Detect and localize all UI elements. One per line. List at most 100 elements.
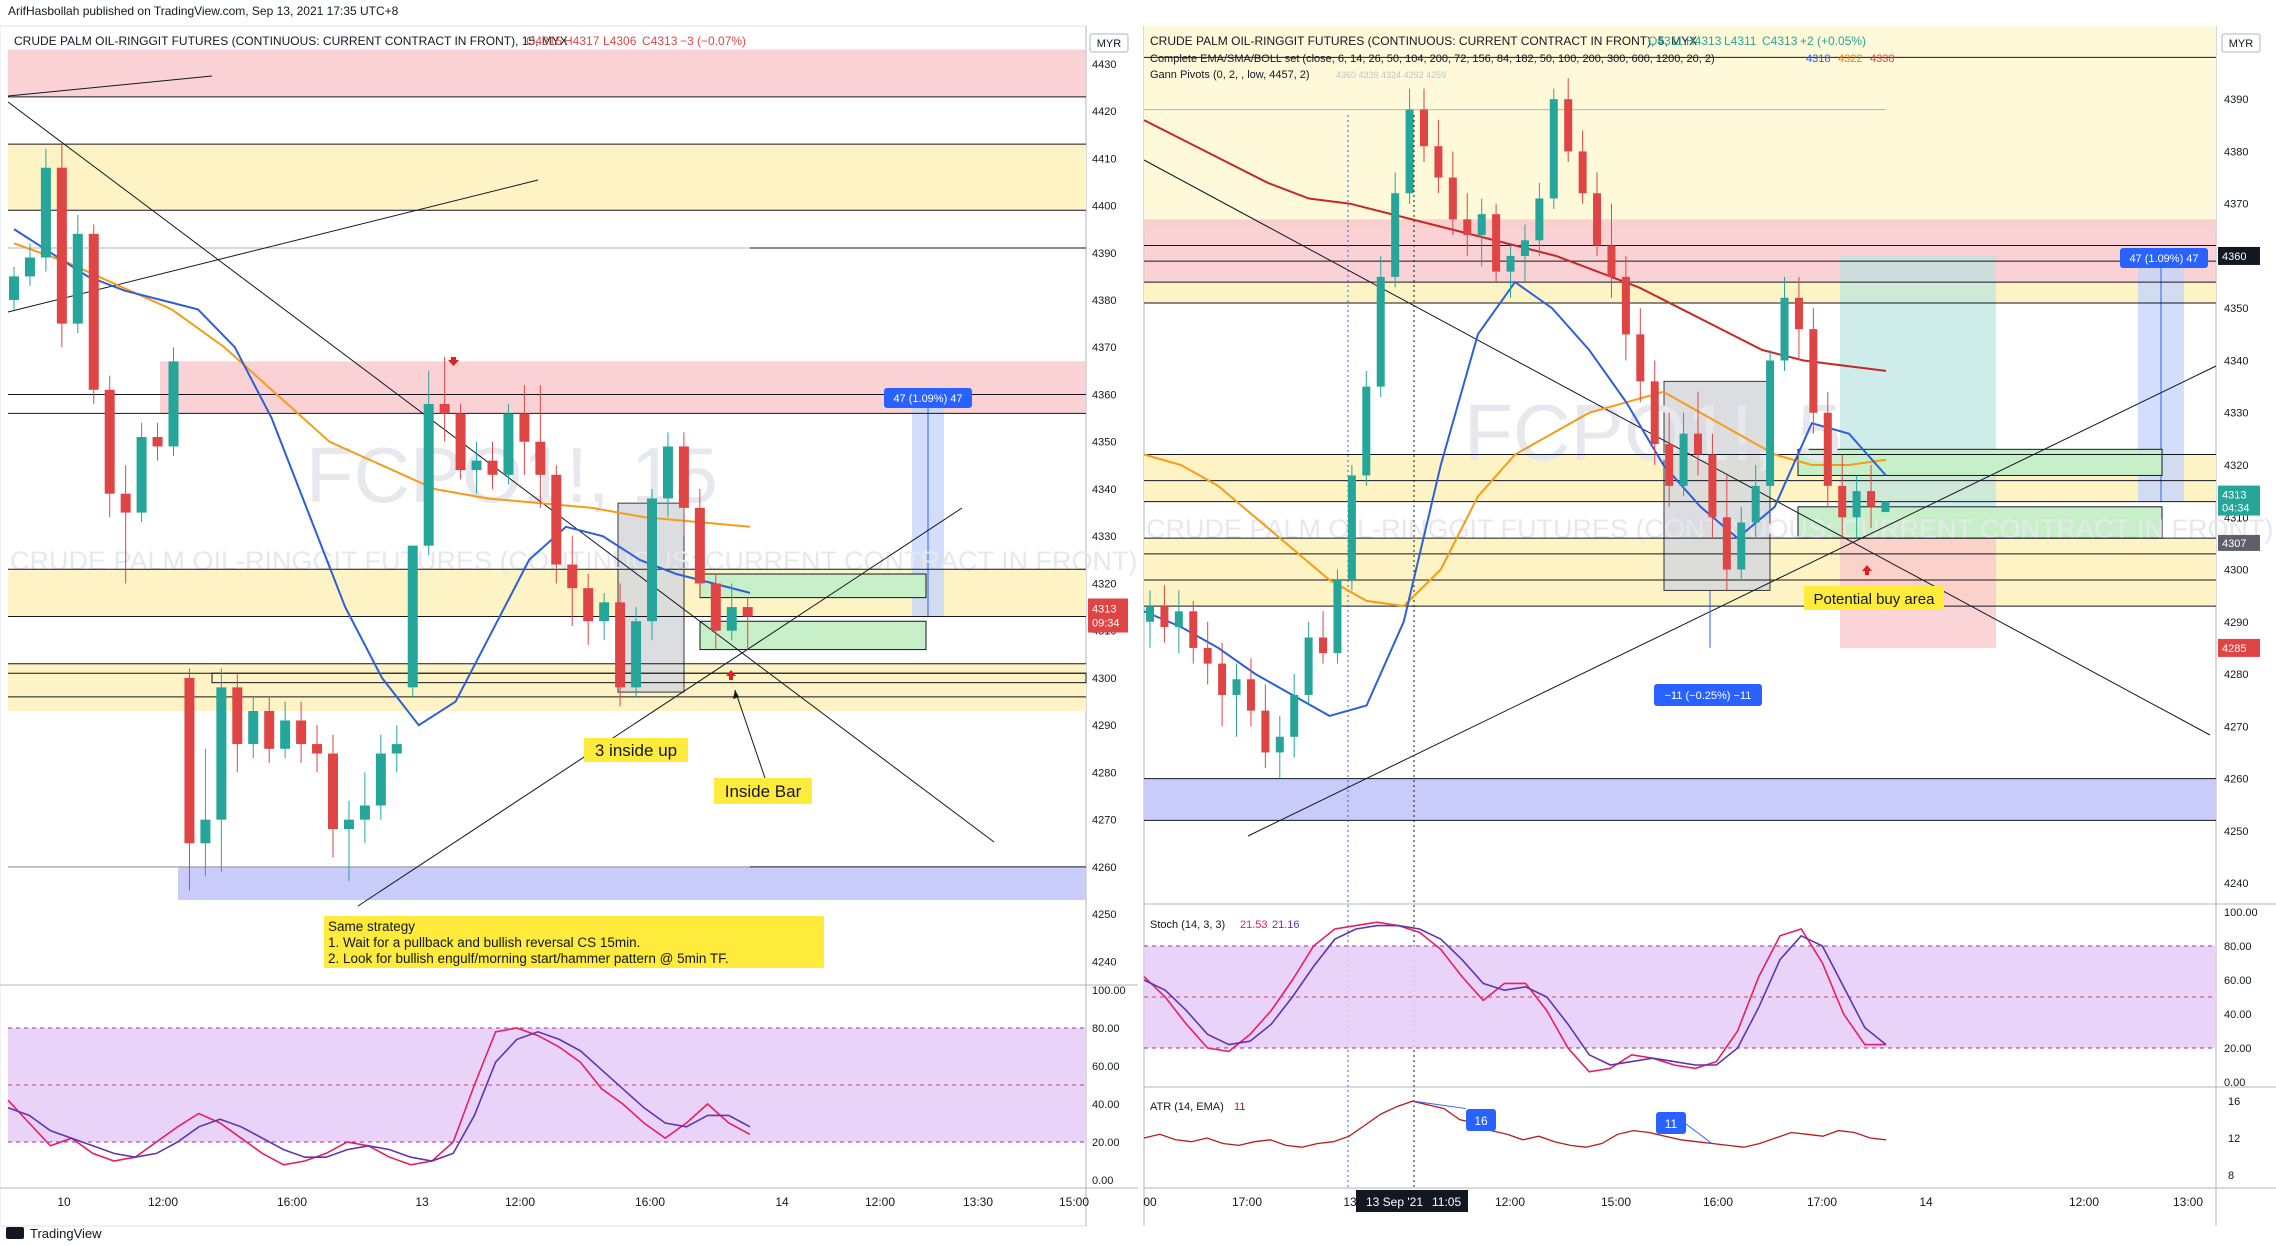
potential-buy-box bbox=[1804, 586, 1944, 610]
right-stoch-d bbox=[1143, 924, 1887, 1066]
left-stoch-tick: 60.00 bbox=[1092, 1061, 1120, 1073]
left-price-tick: 4290 bbox=[1092, 720, 1116, 732]
left-stoch-k bbox=[7, 1027, 751, 1166]
right-currency-box[interactable] bbox=[2221, 33, 2261, 53]
right-price-tick: 4340 bbox=[2224, 355, 2248, 367]
right-up-arrow-icon bbox=[1862, 565, 1872, 575]
right-measure-up-badge bbox=[2120, 248, 2208, 268]
left-price-tick: 4400 bbox=[1092, 201, 1116, 213]
left-time-tick: 15:00 bbox=[1059, 1195, 1089, 1209]
right-price-tick: 4250 bbox=[2224, 826, 2248, 838]
publisher-line: ArifHasbollah published on TradingView.c… bbox=[8, 4, 399, 18]
right-downtrend-line bbox=[1143, 159, 2211, 736]
left-candle-down bbox=[152, 437, 163, 447]
right-sma-red bbox=[1143, 119, 1887, 372]
right-supply-zone bbox=[1144, 219, 2216, 283]
right-atr-tick: 8 bbox=[2228, 1170, 2234, 1182]
right-atr-callout-1 bbox=[1413, 1100, 1467, 1110]
left-time-tick: 12:00 bbox=[865, 1195, 895, 1209]
left-candle-up bbox=[24, 257, 35, 277]
left-candle-up bbox=[280, 720, 291, 749]
left-candle-down bbox=[742, 607, 753, 617]
right-ohlc-high: H4313 bbox=[1686, 34, 1722, 48]
right-candle-up bbox=[1333, 579, 1342, 654]
right-time-tick: 13 bbox=[1343, 1195, 1357, 1209]
right-candles bbox=[1146, 78, 1890, 779]
left-candle-down bbox=[678, 446, 689, 508]
strategy-note-box bbox=[324, 916, 824, 968]
right-candle-up bbox=[1405, 109, 1414, 194]
left-stoch-tick: 0.00 bbox=[1092, 1175, 1113, 1187]
left-last-price: 4313 bbox=[1092, 604, 1116, 616]
right-candle-down bbox=[1434, 146, 1443, 178]
right-stoch-k-value: 21.53 bbox=[1240, 919, 1268, 931]
left-price-tick: 4390 bbox=[1092, 248, 1116, 260]
tradingview-logo[interactable]: TradingView bbox=[6, 1226, 102, 1241]
left-countdown: 09:34 bbox=[1092, 618, 1120, 630]
right-candle-up bbox=[1304, 637, 1313, 695]
right-buy-box-1 bbox=[1797, 448, 2163, 476]
left-stoch-tick: 100.00 bbox=[1092, 985, 1126, 997]
left-currency-box[interactable] bbox=[1089, 33, 1129, 53]
right-candle-down bbox=[1665, 444, 1674, 486]
right-atr-tick: 16 bbox=[2228, 1096, 2240, 1108]
right-candle-up bbox=[1535, 198, 1544, 241]
left-candle-down bbox=[312, 744, 323, 754]
left-buy-box-1 bbox=[699, 573, 927, 599]
indicator-gann-pivots[interactable]: Gann Pivots (0, 2, , low, 4457, 2) bbox=[1150, 69, 1310, 81]
left-yellow-zone-1 bbox=[8, 144, 1086, 211]
left-candle-up bbox=[40, 167, 51, 258]
left-price-tick: 4260 bbox=[1092, 862, 1116, 874]
right-candle-up bbox=[1290, 694, 1299, 737]
right-time-tick: 16:00 bbox=[1703, 1195, 1733, 1209]
right-candle-down bbox=[1636, 334, 1645, 382]
left-candle-down bbox=[184, 677, 195, 844]
right-candle-down bbox=[1448, 177, 1457, 220]
right-time-tick: 13:00 bbox=[2173, 1195, 2203, 1209]
right-stoch-k bbox=[1143, 921, 1886, 1073]
left-trendlines bbox=[7, 75, 1086, 907]
left-price-axis[interactable]: 4430 4420 4410 4400 4390 4380 4370 4360 4350 4340… bbox=[1088, 59, 1128, 969]
left-measure-label: 47 (1.09%) 47 bbox=[893, 393, 962, 405]
left-price-tick: 4330 bbox=[1092, 531, 1116, 543]
indicator-ema-value-1: 4318 bbox=[1806, 53, 1830, 65]
left-candle-up bbox=[216, 687, 227, 820]
right-ohlc-low: L4311 bbox=[1724, 34, 1757, 48]
right-trendlines bbox=[1143, 56, 2217, 1188]
indicator-ema-set[interactable]: Complete EMA/SMA/BOLL set (close, 6, 14,… bbox=[1150, 53, 1715, 65]
right-4307-badge bbox=[2218, 534, 2260, 551]
left-price-tick: 4270 bbox=[1092, 815, 1116, 827]
left-time-axis[interactable]: 10 12:00 16:00 13 12:00 16:00 14 12:00 13:30 15:0… bbox=[57, 1195, 1089, 1209]
right-candle-up bbox=[1232, 679, 1241, 695]
left-stoch-tick: 80.00 bbox=[1092, 1023, 1120, 1035]
right-price-axis[interactable]: 4400439043804370436043504340433043204310… bbox=[2218, 42, 2260, 890]
left-price-tick: 4320 bbox=[1092, 578, 1116, 590]
right-candle-down bbox=[1492, 214, 1501, 272]
left-candle-down bbox=[88, 233, 99, 390]
inside-bar-label: Inside Bar bbox=[725, 782, 802, 801]
left-candle-down bbox=[120, 493, 131, 513]
left-candle-up bbox=[471, 460, 482, 471]
right-candle-down bbox=[1794, 297, 1803, 330]
left-buy-box-2 bbox=[699, 620, 927, 651]
right-time-tick: 14 bbox=[1919, 1195, 1933, 1209]
left-time-tick: 12:00 bbox=[505, 1195, 535, 1209]
right-candle-up bbox=[1174, 611, 1183, 628]
right-candle-down bbox=[1160, 606, 1169, 628]
inside-bar-label-box bbox=[714, 778, 812, 804]
right-candle-up bbox=[1347, 475, 1356, 580]
tradingview-logo-icon bbox=[6, 1227, 24, 1239]
left-time-tick: 16:00 bbox=[635, 1195, 665, 1209]
right-crosshair-time: 11:05 bbox=[1432, 1195, 1461, 1209]
indicator-ema-value-3: 4338 bbox=[1870, 53, 1894, 65]
right-atr-badge-2 bbox=[1656, 1112, 1686, 1134]
left-time-tick: 12:00 bbox=[148, 1195, 178, 1209]
right-time-axis[interactable]: 00 17:00 13 12:00 15:00 16:00 17:00 14 12:00 13:0… bbox=[1143, 1190, 2203, 1212]
left-downtrend-line bbox=[7, 101, 995, 843]
left-last-price-badge bbox=[1088, 598, 1128, 633]
right-candle-up bbox=[1852, 491, 1861, 518]
left-candle-down bbox=[710, 583, 721, 631]
right-candle-up bbox=[1766, 360, 1775, 486]
left-supply-zone-top bbox=[8, 49, 1086, 97]
